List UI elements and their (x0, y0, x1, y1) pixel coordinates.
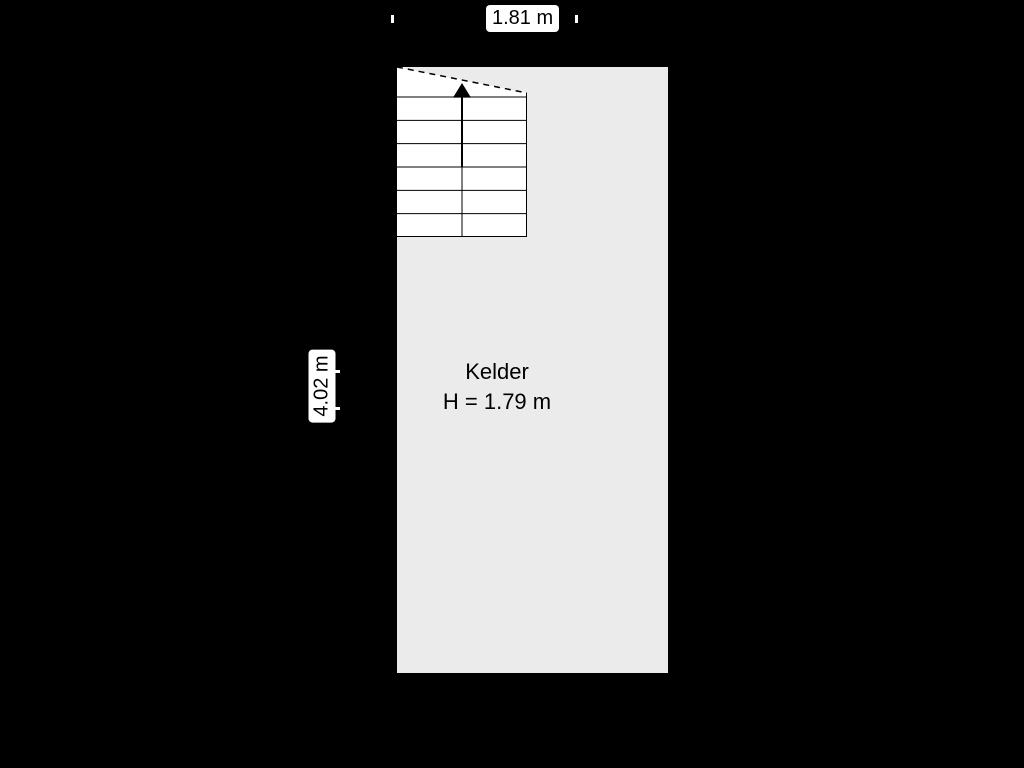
floorplan-canvas: 1.81 m 4.02 m Kelder H = 1.79 m (0, 0, 1024, 768)
room-name: Kelder (465, 359, 529, 384)
dim-tick (332, 407, 340, 410)
dimension-height-label: 4.02 m (309, 349, 336, 422)
dim-tick (391, 15, 394, 23)
room-height: H = 1.79 m (443, 389, 551, 414)
room-kelder: Kelder H = 1.79 m (395, 65, 670, 675)
dim-tick (575, 15, 578, 23)
stairs (397, 67, 527, 237)
dim-tick (332, 370, 340, 373)
room-label: Kelder H = 1.79 m (443, 357, 551, 416)
stairs-drawing (397, 67, 527, 237)
dimension-width-label: 1.81 m (486, 5, 559, 32)
